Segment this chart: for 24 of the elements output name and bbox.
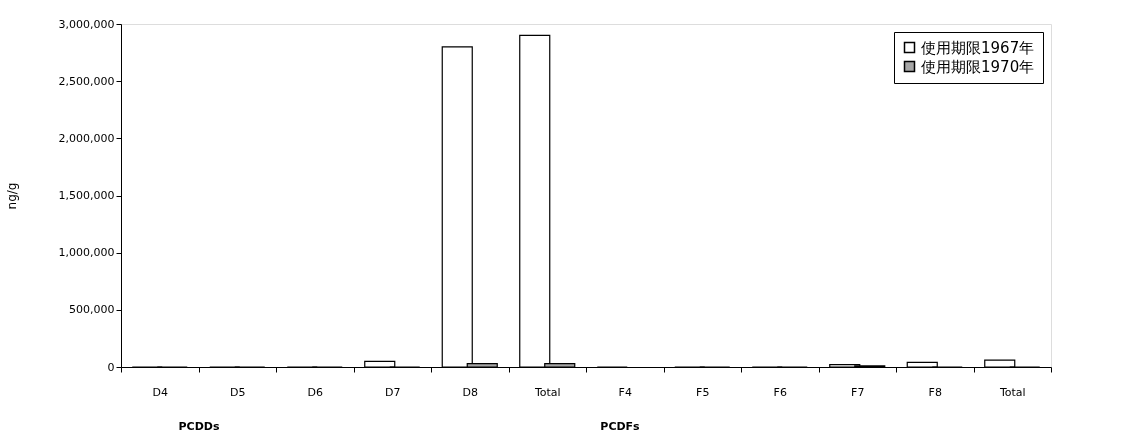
x-tick-label: D7 [385, 385, 401, 399]
legend-label: 使用期限1967年 [921, 38, 1035, 57]
x-tick-label: D4 [152, 385, 168, 399]
y-tick-label: 1,000,000 [58, 246, 115, 260]
x-tick-label: F8 [928, 385, 942, 399]
y-axis-title: ng/g [4, 182, 19, 210]
x-tick-label: D5 [230, 385, 246, 399]
y-tick-label: 0 [107, 360, 115, 374]
text: PCDFs [600, 420, 641, 433]
y-tick-label: 500,000 [69, 303, 115, 317]
x-tick-label: Total [998, 385, 1026, 399]
x-tick-label: F4 [618, 385, 632, 399]
y-tick-label: 1,500,000 [58, 189, 115, 202]
legend-label: 使用期限1970年 [921, 57, 1035, 76]
y-tick-label: 2,500,000 [58, 74, 115, 88]
x-tick-label: D6 [307, 385, 323, 399]
x-tick-label: F5 [696, 385, 710, 399]
x-tick-label: F7 [851, 385, 865, 399]
x-tick-label: F6 [773, 385, 787, 399]
y-tick-label: 2,000,000 [58, 131, 115, 145]
x-tick-label: Total [533, 385, 561, 399]
x-tick-label: D8 [462, 385, 478, 399]
y-tick-label: 3,000,000 [58, 17, 115, 31]
text: PCDDs [178, 420, 220, 433]
